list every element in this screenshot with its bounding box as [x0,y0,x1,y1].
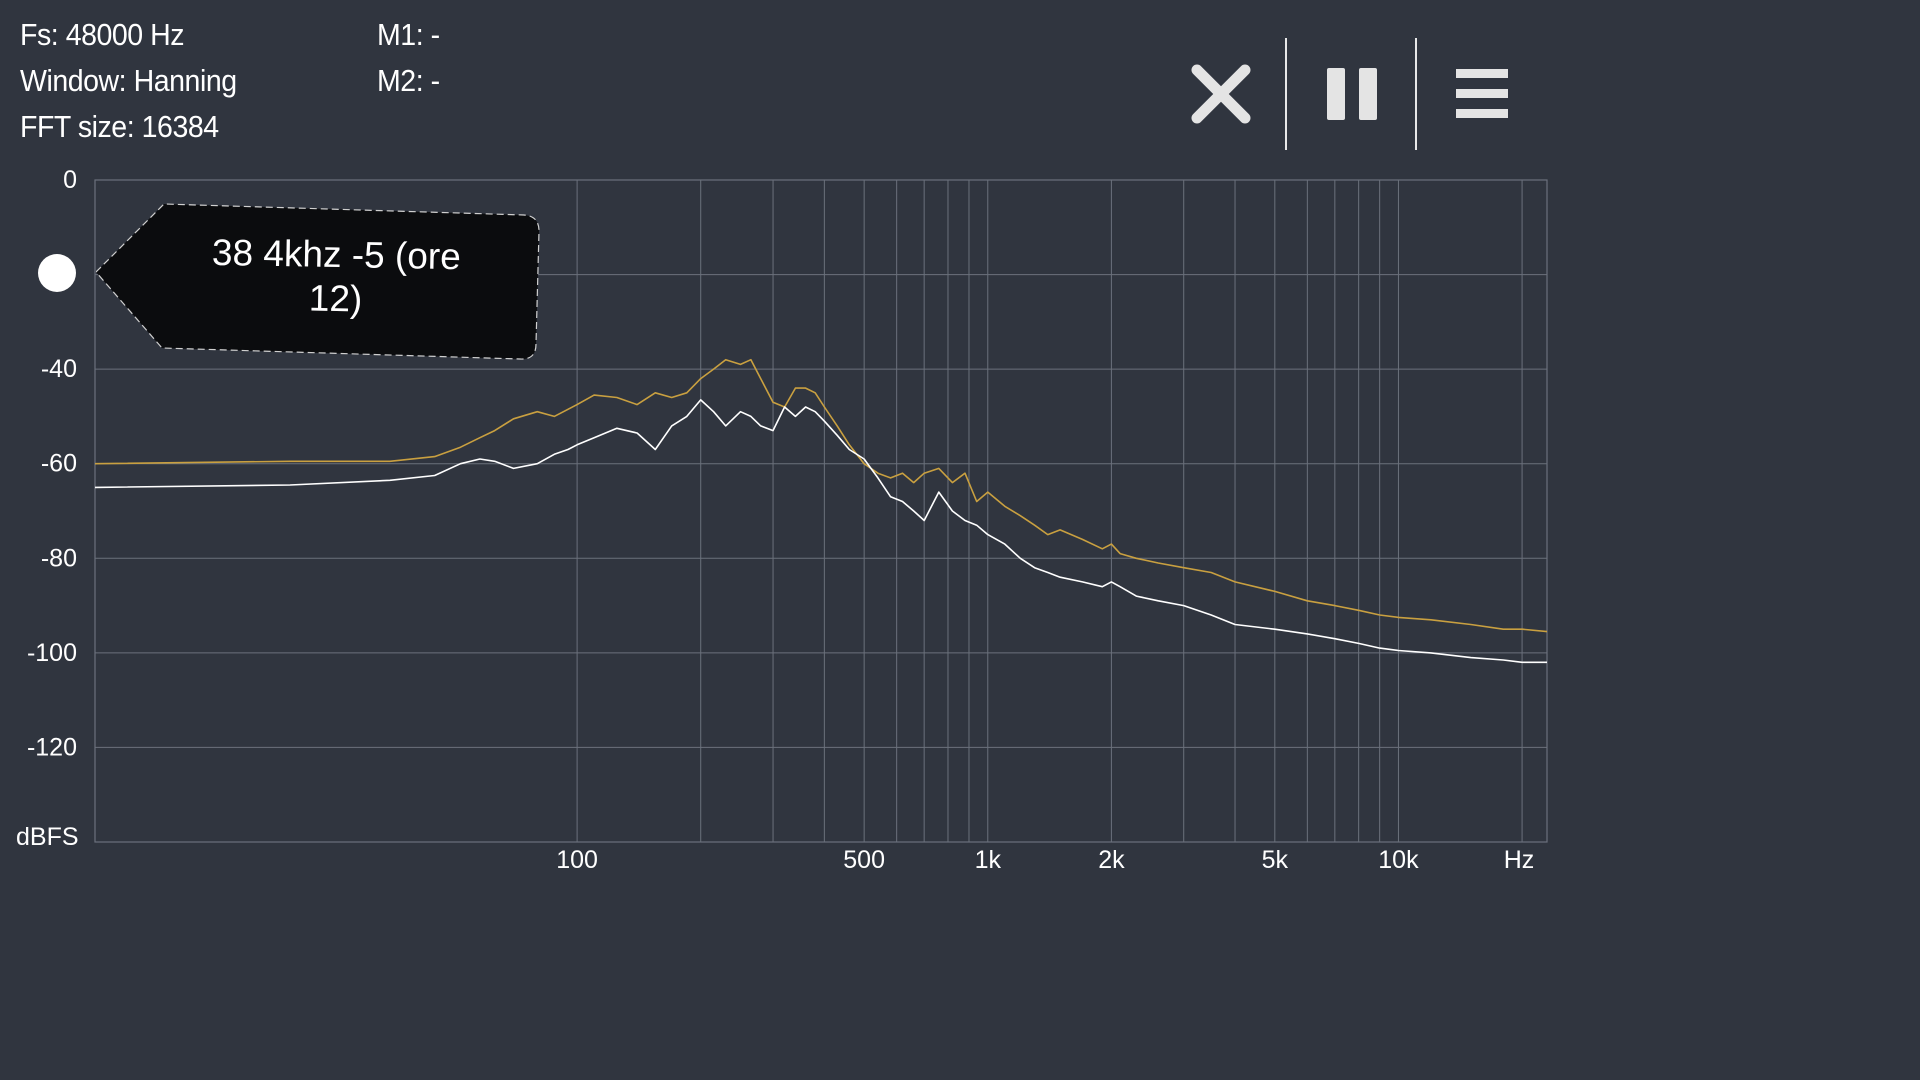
x-tick-label: 5k [1262,846,1289,874]
spectrum-info: Fs: 48000 Hz Window: Hanning FFT size: 1… [20,12,237,150]
window-function-label: Window: Hanning [20,63,237,98]
pause-button[interactable] [1288,38,1416,150]
close-button[interactable] [1157,38,1285,150]
marker-m1-label: M1: - [377,17,440,52]
tooltip-text: 38 4khz -5 (ore 12) [211,231,462,320]
marker-handle[interactable] [38,254,76,292]
fft-size-label: FFT size: 16384 [20,109,219,144]
x-tick-label: 1k [975,846,1002,874]
tooltip-shape [96,203,540,360]
y-axis-label: dBFS [16,823,79,851]
menu-button[interactable] [1418,38,1546,150]
chart-series [94,358,1548,664]
close-icon [1191,64,1251,124]
x-tick-label: 2k [1098,846,1125,874]
y-tick-label: -100 [27,639,77,667]
marker-info: M1: - M2: - [377,12,440,104]
y-axis-ticks: 0 -40 -60 -80 -100 -120 [27,166,77,761]
marker-m2-label: M2: - [377,63,440,98]
menu-icon [1456,69,1508,118]
x-tick-label: 10k [1378,846,1419,874]
y-tick-label: -80 [41,544,77,572]
toolbar-divider [1415,38,1417,150]
x-tick-label: 500 [843,846,885,874]
y-tick-label: -60 [41,450,77,478]
x-tick-label: 100 [556,846,598,874]
pause-icon [1327,68,1377,120]
marker-tooltip[interactable]: 38 4khz -5 (ore 12) [96,203,540,360]
y-tick-label: -40 [41,355,77,383]
live-spectrum-trace [94,399,1547,664]
x-axis-label: Hz [1504,846,1535,874]
sample-rate-label: Fs: 48000 Hz [20,17,185,52]
peak-hold-trace [94,358,1548,633]
y-tick-label: 0 [63,166,77,194]
x-axis-ticks: 100 500 1k 2k 5k 10k [556,846,1419,874]
y-tick-label: -120 [27,733,77,761]
toolbar-divider [1285,38,1287,150]
spectrum-chart[interactable]: 0-40-60-80-100-120 100 500 1k 2k 5k 10k dBFS … [0,0,1568,882]
